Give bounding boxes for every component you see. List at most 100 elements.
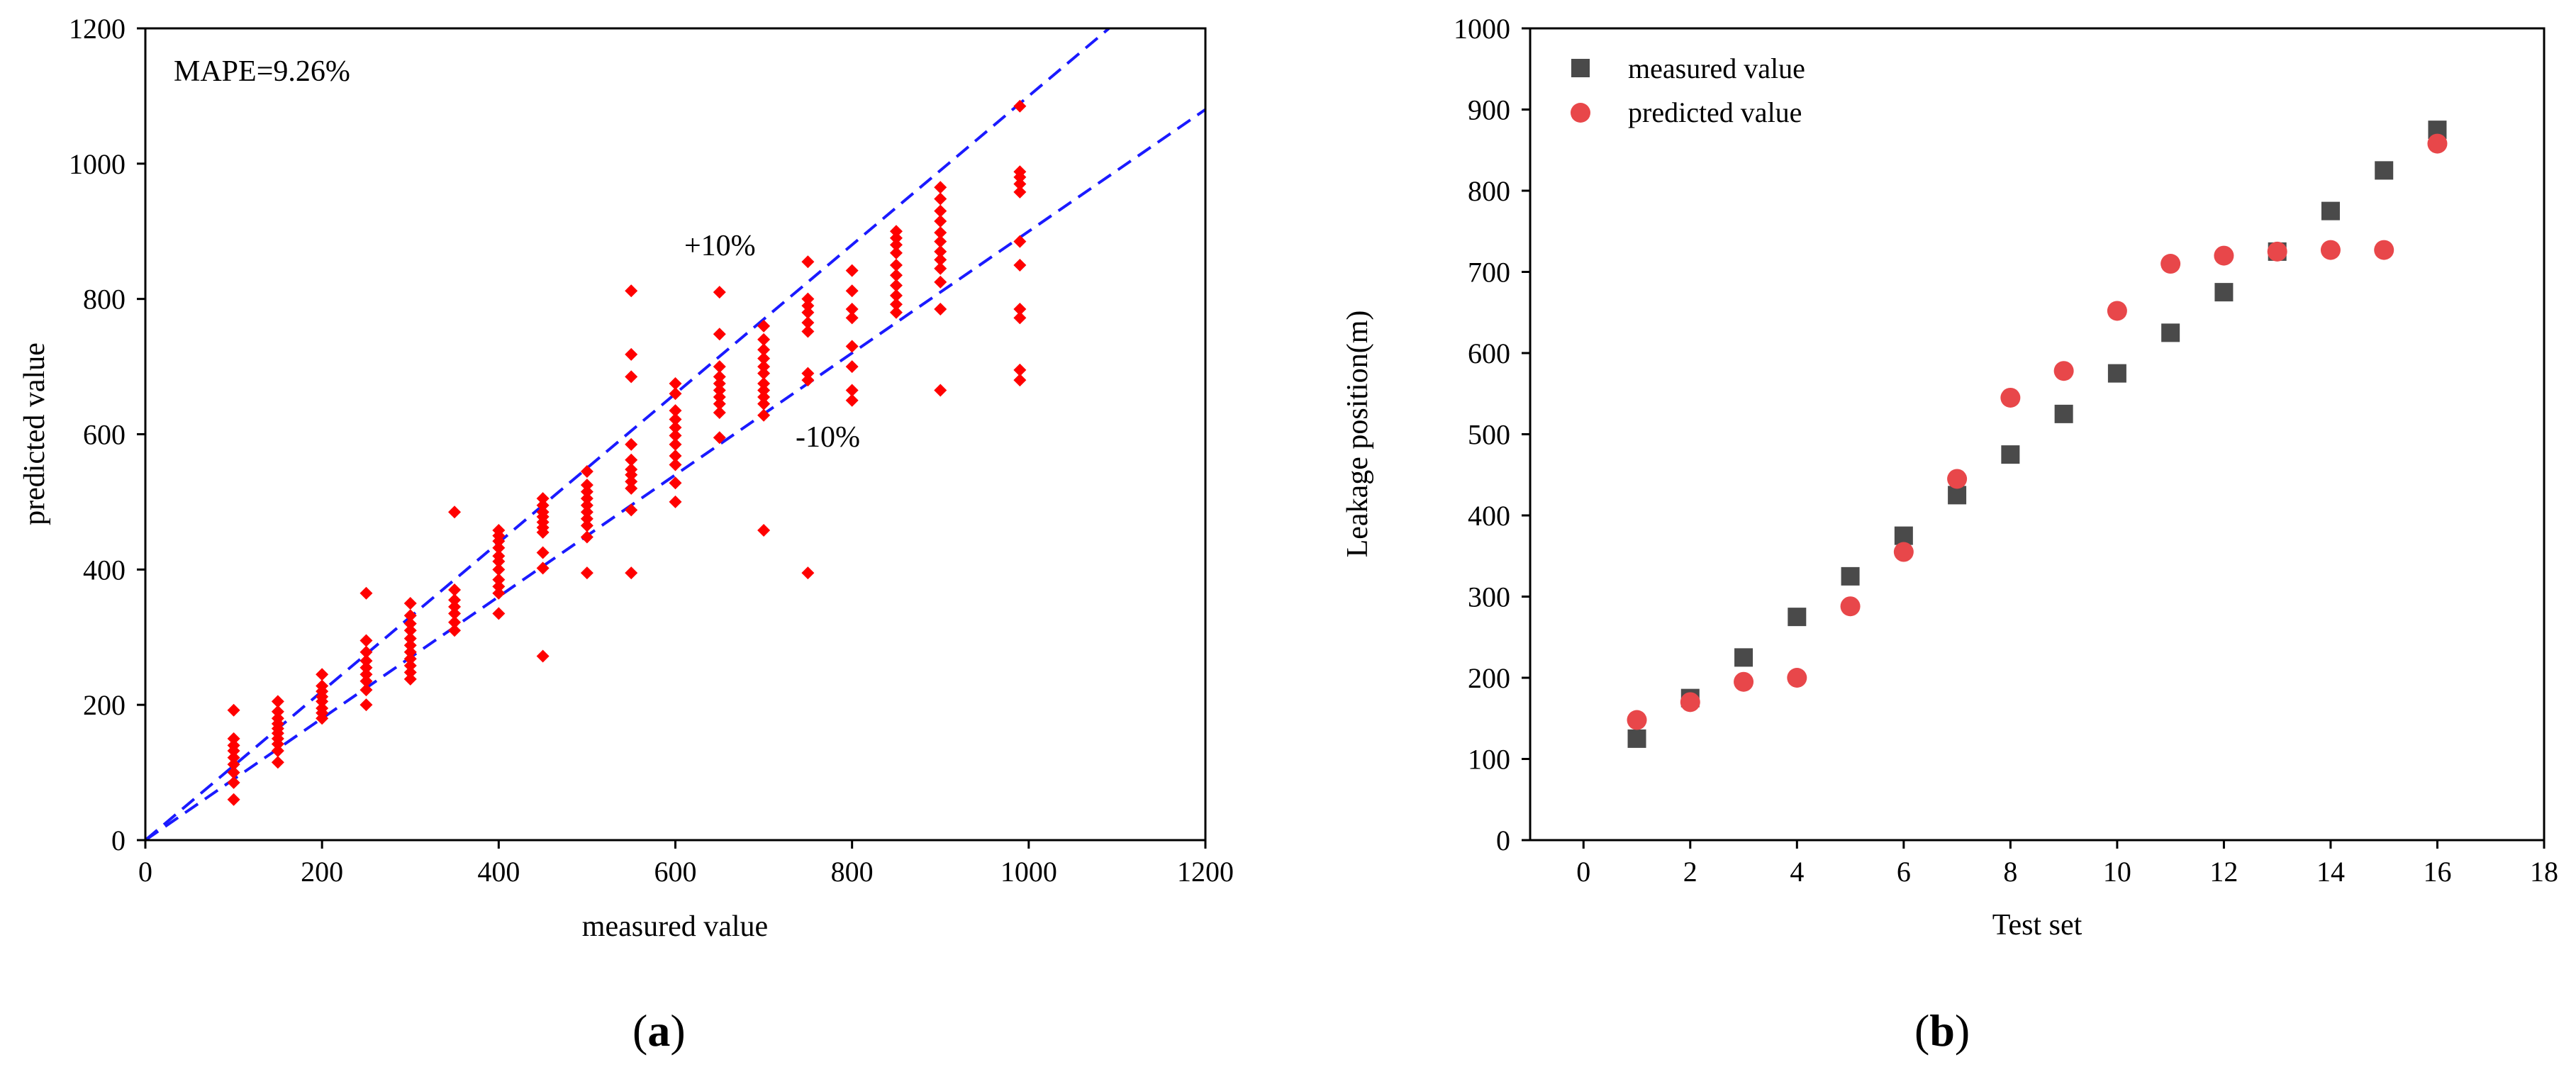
data-point [227,766,240,779]
data-point [934,245,947,258]
data-point [934,253,947,267]
data-point [359,668,373,681]
data-point [492,573,506,586]
data-point [271,712,284,725]
panel-b-caption: (b) [1914,1005,1970,1056]
panel-a-x-tick-label: 0 [138,856,152,888]
data-point [625,566,638,580]
panel-b-ticks: 0 2 4 6 8 10 12 14 16 18 0 100 200 300 400 500 600 700 800… [1454,13,2558,888]
data-point [492,563,506,576]
measured-point [1734,648,1753,667]
data-point [757,376,771,390]
panel-b-y-tick-label: 1000 [1454,13,1510,45]
data-point [227,703,240,717]
data-point [625,453,638,467]
panel-b-y-tick-label: 400 [1468,500,1510,532]
panel-b-y-tick-label: 100 [1468,744,1510,776]
panel-a-y-tick-label: 200 [83,689,126,721]
data-point [889,289,903,302]
data-point [669,458,682,471]
data-point [669,387,682,401]
data-point [669,437,682,451]
predicted-point [2107,301,2127,321]
data-point [934,235,947,248]
data-point [801,255,815,269]
predicted-point [1627,710,1647,730]
data-point [713,384,726,397]
measured-point [1948,486,1967,505]
panel-b-x-axis-title: Test set [1992,909,2082,942]
data-point [669,420,682,434]
data-point [713,370,726,384]
data-point [492,549,506,563]
data-point [536,562,550,575]
panel-a-y-tick-label: 800 [83,284,126,315]
data-point [934,226,947,240]
data-point [889,246,903,259]
panel-b-caption-letter: b [1929,1005,1955,1056]
data-point [448,600,462,613]
panel-b-x-tick-label: 16 [2423,856,2451,888]
predicted-point [1680,692,1700,713]
panel-b-y-tick-label: 700 [1468,257,1510,289]
data-point [359,683,373,697]
data-point [580,492,593,505]
data-point [227,732,240,745]
panel-b-y-tick-label: 800 [1468,175,1510,207]
data-point [359,661,373,674]
panel-a-y-tick-label: 1200 [69,13,126,45]
data-point [359,586,373,600]
predicted-point [2214,245,2234,266]
panel-a-x-tick-label: 600 [654,856,697,888]
data-point [1013,185,1027,199]
data-point [403,645,417,659]
data-point [492,607,506,620]
data-point [580,530,593,544]
predicted-point [1947,469,1968,489]
panel-b-y-tick-label: 0 [1496,825,1510,856]
data-point [580,512,593,525]
predicted-point [1840,596,1861,617]
data-point [713,328,726,341]
data-point [934,262,947,275]
measured-point [2214,283,2234,302]
data-point [625,481,638,495]
data-point [801,306,815,319]
data-point [448,505,462,519]
panel-a-x-tick-label: 1000 [1000,856,1057,888]
panel-b-y-tick-label: 200 [1468,662,1510,694]
panel-a-y-tick-label: 1000 [69,148,126,180]
predicted-point [1787,668,1807,688]
panel-b-x-tick-label: 8 [2003,856,2017,888]
data-point [757,319,771,333]
data-point [536,498,550,512]
panel-a-y-tick-label: 600 [83,419,126,451]
data-point [271,695,284,708]
panel-a-caption-letter: a [647,1005,670,1056]
legend-label-measured: measured value [1628,52,1805,84]
data-point [227,758,240,771]
panel-b-y-tick-label: 500 [1468,419,1510,451]
panel-b-legend: measured value predicted value [1571,52,1805,128]
panel-b-y-tick-label: 900 [1468,94,1510,126]
data-point [669,404,682,418]
data-point [757,397,771,410]
data-point [1013,374,1027,387]
measured-point [1627,729,1646,748]
measured-point [2161,323,2180,342]
panel-a-x-tick-label: 1200 [1177,856,1234,888]
data-point [934,192,947,206]
data-point [845,311,859,325]
panel-a-frame [144,27,1207,842]
data-point [845,302,859,315]
panel-b-x-tick-label: 14 [2316,856,2345,888]
data-point [359,645,373,659]
data-point [845,393,859,407]
panel-b-y-tick-label: 300 [1468,581,1510,613]
data-point [669,449,682,463]
data-point [271,744,284,758]
panel-a-x-tick-label: 800 [831,856,874,888]
panel-b-x-tick-label: 2 [1683,856,1697,888]
data-point [757,408,771,422]
reference-line-minus-10 [145,108,1205,840]
